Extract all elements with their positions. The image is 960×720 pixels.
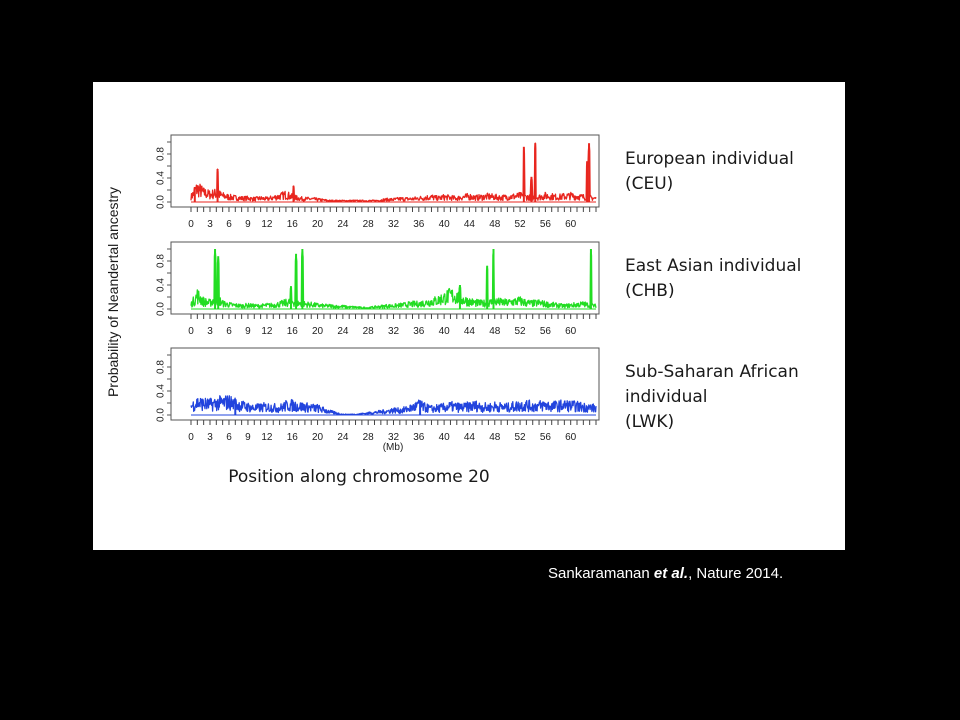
x-tick-label: 24 bbox=[337, 432, 349, 443]
x-tick-label: 24 bbox=[337, 219, 349, 230]
x-tick-label: 28 bbox=[363, 432, 375, 443]
x-tick-label: 40 bbox=[439, 326, 451, 337]
x-tick-label: 52 bbox=[515, 219, 527, 230]
x-tick-label: 36 bbox=[413, 219, 425, 230]
x-tick-label: 24 bbox=[337, 326, 349, 337]
x-tick-label: 28 bbox=[363, 219, 375, 230]
x-tick-label: 20 bbox=[312, 219, 324, 230]
panel-chb: 0.00.40.80 3 6 9 12 16 20 24 28 32 36 40 44 48 52 56 60E… bbox=[156, 241, 801, 337]
x-tick-label: 52 bbox=[515, 432, 527, 443]
y-tick-label: 0.0 bbox=[156, 195, 167, 209]
neandertal-ancestry-chart: 0.00.40.80 3 6 9 12 16 20 24 28 32 36 40 44 48 52 56 60E… bbox=[105, 134, 801, 487]
x-tick-label: 9 bbox=[245, 219, 251, 230]
x-axis-title: Position along chromosome 20 bbox=[228, 467, 490, 487]
x-tick-label: 40 bbox=[439, 432, 451, 443]
x-tick-label: 3 bbox=[207, 432, 213, 443]
panel-ceu: 0.00.40.80 3 6 9 12 16 20 24 28 32 36 40 44 48 52 56 60E… bbox=[156, 134, 794, 230]
x-tick-label: 32 bbox=[388, 432, 400, 443]
x-tick-label: 52 bbox=[515, 326, 527, 337]
panel-frame bbox=[170, 241, 600, 315]
y-tick-label: 0.8 bbox=[156, 360, 167, 374]
x-tick-label: 0 bbox=[188, 219, 194, 230]
y-tick-label: 0.8 bbox=[156, 254, 167, 268]
x-tick-label: 6 bbox=[226, 326, 232, 337]
citation-journal: , Nature 2014. bbox=[688, 565, 784, 582]
x-tick-label: 56 bbox=[540, 432, 552, 443]
x-tick-label: 6 bbox=[226, 219, 232, 230]
x-tick-label: 6 bbox=[226, 432, 232, 443]
x-tick-label: 60 bbox=[565, 326, 577, 337]
y-tick-label: 0.0 bbox=[156, 302, 167, 316]
x-tick-label: 12 bbox=[261, 432, 273, 443]
y-tick-label: 0.4 bbox=[156, 171, 167, 185]
series-label-lwk: individual bbox=[625, 387, 708, 407]
x-tick-label: 16 bbox=[287, 219, 299, 230]
x-tick-label: 40 bbox=[439, 219, 451, 230]
x-tick-label: 16 bbox=[287, 432, 299, 443]
x-tick-label: 60 bbox=[565, 432, 577, 443]
citation-authors: Sankaramanan bbox=[548, 565, 650, 582]
x-tick-label: 0 bbox=[188, 326, 194, 337]
citation: Sankaramanan et al., Nature 2014. bbox=[548, 565, 783, 582]
series-line-lwk bbox=[190, 395, 597, 416]
series-label-chb: (CHB) bbox=[625, 281, 675, 301]
panel-frame bbox=[170, 134, 600, 208]
x-tick-label: 9 bbox=[245, 432, 251, 443]
x-tick-label: 44 bbox=[464, 326, 476, 337]
x-tick-label: 44 bbox=[464, 219, 476, 230]
series-label-chb: East Asian individual bbox=[625, 256, 801, 276]
series-line-chb bbox=[190, 249, 597, 310]
x-tick-label: 12 bbox=[261, 219, 273, 230]
series-label-ceu: (CEU) bbox=[625, 174, 673, 194]
x-tick-label: 12 bbox=[261, 326, 273, 337]
x-tick-label: 3 bbox=[207, 219, 213, 230]
figure-panel: 0.0 0.4 0.8 0 3 6 9 12 16 20 24 28 32 36 40 44 48 52 56 60 E… bbox=[93, 82, 845, 550]
x-tick-label: 32 bbox=[388, 219, 400, 230]
panel-lwk: 0.00.40.80 3 6 9 12 16 20 24 28 32 36 40 44 48 52 56 60S… bbox=[156, 347, 799, 443]
x-tick-label: 9 bbox=[245, 326, 251, 337]
series-label-lwk: (LWK) bbox=[625, 412, 674, 432]
y-axis-title: Probability of Neandertal ancestry bbox=[105, 187, 121, 397]
x-tick-label: 20 bbox=[312, 432, 324, 443]
x-tick-label: 56 bbox=[540, 326, 552, 337]
panel-frame bbox=[170, 347, 600, 421]
x-tick-label: 48 bbox=[489, 326, 501, 337]
x-tick-label: 56 bbox=[540, 219, 552, 230]
x-tick-label: 28 bbox=[363, 326, 375, 337]
x-tick-label: 60 bbox=[565, 219, 577, 230]
x-tick-label: 0 bbox=[188, 432, 194, 443]
series-line-ceu bbox=[190, 142, 597, 203]
y-tick-label: 0.4 bbox=[156, 278, 167, 292]
x-tick-label: 36 bbox=[413, 326, 425, 337]
x-tick-label: 44 bbox=[464, 432, 476, 443]
series-label-ceu: European individual bbox=[625, 149, 794, 169]
x-tick-label: 3 bbox=[207, 326, 213, 337]
x-tick-label: 20 bbox=[312, 326, 324, 337]
x-tick-label: 16 bbox=[287, 326, 299, 337]
y-tick-label: 0.4 bbox=[156, 384, 167, 398]
series-label-lwk: Sub-Saharan African bbox=[625, 362, 799, 382]
x-tick-label: 48 bbox=[489, 219, 501, 230]
x-tick-label: 48 bbox=[489, 432, 501, 443]
x-tick-label: 32 bbox=[388, 326, 400, 337]
citation-etal: et al. bbox=[653, 565, 689, 582]
y-tick-label: 0.0 bbox=[156, 408, 167, 422]
x-tick-label: 36 bbox=[413, 432, 425, 443]
y-tick-label: 0.8 bbox=[156, 147, 167, 161]
x-axis-unit: (Mb) bbox=[383, 442, 404, 453]
